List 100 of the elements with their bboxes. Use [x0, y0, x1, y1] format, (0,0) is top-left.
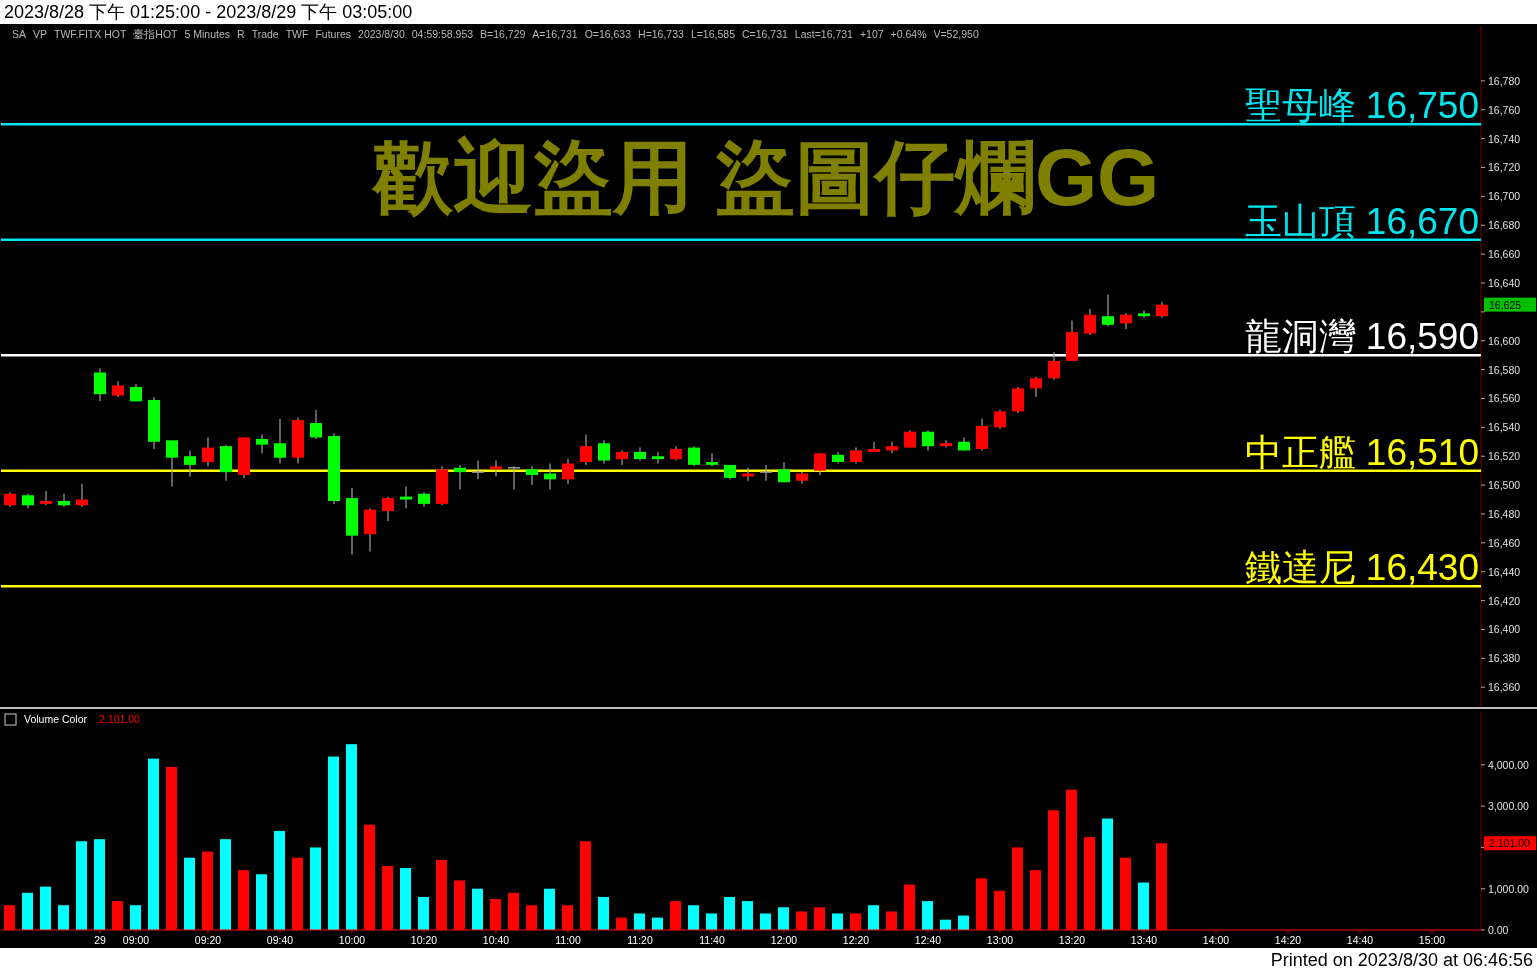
ref-line-label: 鐵達尼 16,430 — [1244, 547, 1479, 589]
text: Printed on 2023/8/30 at 06:46:56 — [1270, 950, 1533, 970]
y-tick-label: 16,500 — [1488, 479, 1521, 492]
annotation: B=16,729 — [480, 28, 526, 40]
annotation: Trade — [251, 28, 279, 40]
text: 16,625 — [1489, 298, 1522, 311]
candlestick — [1030, 376, 1042, 398]
bar — [724, 896, 735, 930]
x-tick-label: 13:00 — [986, 934, 1014, 946]
ref-line-label: 玉山頂 16,670 — [1244, 200, 1479, 242]
candlestick — [994, 409, 1006, 430]
y-tick-label: 16,540 — [1488, 421, 1521, 434]
bar — [310, 847, 321, 930]
annotation: 臺指HOT — [133, 28, 179, 40]
y-tick-label: 16,440 — [1488, 565, 1521, 578]
candlestick — [490, 459, 502, 478]
bar — [634, 913, 645, 930]
y-tick-label: 16,360 — [1488, 681, 1521, 694]
candlestick — [616, 449, 628, 466]
x-tick-label: 15:00 — [1418, 934, 1446, 946]
candlestick — [688, 445, 700, 467]
y-tick-label: 16,400 — [1488, 623, 1521, 636]
bar — [922, 901, 933, 930]
bar — [40, 886, 51, 930]
y-tick-label: 16,380 — [1488, 652, 1521, 665]
x-tick-label: 10:00 — [338, 934, 366, 946]
text: 2,101.00 — [1489, 837, 1531, 850]
candlestick — [652, 451, 664, 465]
y-tick-label: 16,580 — [1488, 363, 1521, 376]
annotation: L=16,585 — [690, 28, 736, 40]
annotation: 歡迎盜用 盜圖仔爛GG — [370, 133, 1160, 222]
annotation: H=16,733 — [638, 28, 685, 40]
bar — [958, 915, 969, 930]
bar — [22, 892, 33, 930]
x-tick-label: 10:20 — [410, 934, 438, 946]
candlestick — [382, 496, 394, 522]
y-tick-label: 16,740 — [1488, 132, 1521, 145]
y-tick-label: 16,480 — [1488, 507, 1521, 520]
ref-line-label: 龍洞灣 16,590 — [1244, 316, 1479, 358]
annotation: VP — [33, 28, 48, 40]
bar — [418, 896, 429, 930]
candlestick — [40, 490, 52, 506]
annotation: Futures — [315, 28, 352, 40]
candlestick — [508, 465, 520, 491]
candlestick — [472, 459, 484, 480]
chart-title: 2023/8/28 下午 01:25:00 - 2023/8/29 下午 03:05:00 — [4, 2, 413, 22]
y-tick-label: 16,780 — [1488, 74, 1521, 87]
bar — [130, 905, 141, 930]
x-tick-label: 10:40 — [482, 934, 510, 946]
x-tick-label: 09:00 — [122, 934, 150, 946]
bar — [688, 905, 699, 930]
candlestick — [1012, 386, 1024, 414]
candlestick — [1084, 308, 1096, 336]
x-tick-label: 09:40 — [266, 934, 294, 946]
candlestick — [274, 418, 286, 465]
candlestick — [976, 418, 988, 452]
x-tick-label: 14:20 — [1274, 934, 1302, 946]
bar — [346, 744, 357, 930]
x-tick-label: 12:00 — [770, 934, 798, 946]
y-tick-label: 16,520 — [1488, 450, 1521, 463]
candlestick — [1048, 351, 1060, 381]
annotation: 2023/8/30 — [358, 28, 405, 40]
y-tick-label: 16,560 — [1488, 392, 1521, 405]
bar — [1138, 882, 1149, 930]
bar — [58, 905, 69, 930]
annotation: +107 — [859, 28, 884, 40]
candlestick — [922, 429, 934, 452]
y-tick-label: 16,420 — [1488, 594, 1521, 607]
candlestick — [58, 493, 70, 508]
candlestick — [526, 465, 538, 486]
bar — [544, 888, 555, 930]
x-tick-label: 12:40 — [914, 934, 942, 946]
candlestick — [1102, 293, 1114, 327]
x-tick-label: 09:20 — [194, 934, 222, 946]
bar — [1102, 818, 1113, 930]
annotation: V=52,950 — [933, 28, 979, 40]
bar — [184, 857, 195, 930]
candlestick — [1138, 309, 1150, 319]
annotation: A=16,731 — [532, 28, 578, 40]
y-tick-label: 3,000.00 — [1488, 800, 1530, 813]
y-tick-label: 0.00 — [1488, 924, 1509, 936]
candlestick — [310, 409, 322, 440]
candlestick — [400, 485, 412, 509]
candlestick — [184, 449, 196, 478]
candlestick — [706, 452, 718, 467]
candlestick — [580, 433, 592, 466]
candlestick — [886, 441, 898, 454]
bar — [598, 896, 609, 930]
bar — [256, 874, 267, 930]
annotation: TWF.FITX HOT — [54, 28, 127, 40]
y-tick-label: 16,700 — [1488, 190, 1521, 203]
x-tick-label: 13:20 — [1058, 934, 1086, 946]
annotation: C=16,731 — [741, 28, 788, 40]
bar — [868, 905, 879, 930]
x-tick-label: 29 — [94, 934, 106, 946]
bar — [274, 830, 285, 930]
candlestick — [454, 464, 466, 491]
bar — [742, 901, 753, 930]
bar — [328, 756, 339, 930]
candlestick — [760, 464, 772, 482]
